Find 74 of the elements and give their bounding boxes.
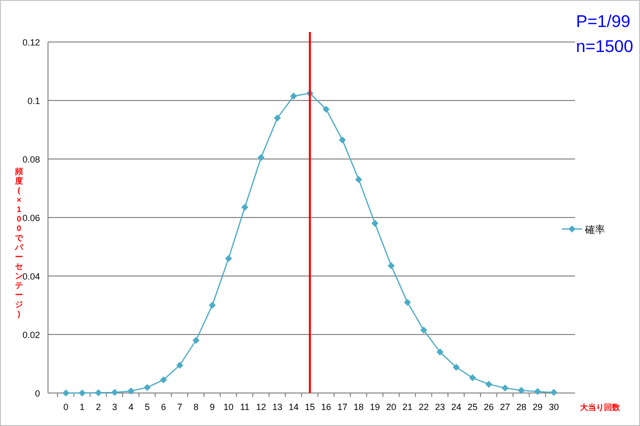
point xyxy=(192,336,200,344)
x-tick-label: 0 xyxy=(63,402,68,412)
point xyxy=(436,348,444,356)
point xyxy=(258,154,265,162)
y-tick-label: 0.04 xyxy=(22,272,40,282)
point xyxy=(469,374,476,382)
point xyxy=(485,380,492,388)
point xyxy=(388,262,395,270)
point xyxy=(160,376,167,384)
x-tick-label: 1 xyxy=(80,402,85,412)
point xyxy=(502,384,509,392)
x-tick-label: 6 xyxy=(160,402,166,412)
point xyxy=(274,114,281,122)
point xyxy=(144,384,151,391)
x-tick-label: 14 xyxy=(288,402,299,412)
x-tick-label: 25 xyxy=(468,402,478,412)
x-tick-label: 13 xyxy=(272,402,282,412)
x-tick-label: 4 xyxy=(128,402,134,412)
point xyxy=(371,220,378,227)
x-tick-label: 11 xyxy=(240,402,250,412)
point xyxy=(176,362,184,369)
point xyxy=(452,364,460,371)
x-tick-label: 3 xyxy=(112,402,118,412)
x-tick-label: 18 xyxy=(354,402,364,412)
x-tick-label: 10 xyxy=(224,402,234,412)
x-tick-label: 12 xyxy=(256,402,266,412)
y-tick-label: 0.08 xyxy=(22,154,40,164)
point xyxy=(404,298,411,306)
point xyxy=(208,302,216,309)
point xyxy=(420,326,428,334)
legend: 確率 xyxy=(562,225,605,236)
point xyxy=(78,390,86,396)
point xyxy=(241,204,248,211)
text: 頻度(×100でパーセンテージ) xyxy=(15,166,23,318)
x-tick-label: 30 xyxy=(548,402,559,412)
point xyxy=(355,176,362,183)
legend-label: 確率 xyxy=(584,224,605,236)
y-tick-label: 0.1 xyxy=(27,96,40,106)
point xyxy=(290,92,298,100)
x-tick-label: 21 xyxy=(402,402,412,412)
x-tick-label: 16 xyxy=(321,402,332,412)
point xyxy=(534,388,542,396)
x-tick-label: 26 xyxy=(484,402,494,412)
x-tick-label: 15 xyxy=(304,402,315,412)
x-tick-label: 9 xyxy=(210,402,215,412)
point xyxy=(62,390,70,396)
y-tick-label: 0.12 xyxy=(22,38,40,48)
point xyxy=(127,387,134,394)
point xyxy=(94,389,102,396)
point xyxy=(518,386,525,394)
x-tick-label: 5 xyxy=(144,402,150,412)
x-axis-title: 大当り回数 xyxy=(580,403,621,412)
x-tick-label: 20 xyxy=(386,402,396,412)
x-tick-label: 24 xyxy=(451,402,462,412)
x-tick-label: 8 xyxy=(194,402,199,412)
point xyxy=(322,106,330,113)
x-tick-label: 7 xyxy=(177,402,182,412)
y-tick-label: 0 xyxy=(34,388,40,398)
x-tick-label: 2 xyxy=(96,402,101,412)
x-tick-label: 23 xyxy=(434,402,446,412)
point xyxy=(225,254,232,262)
x-tick-label: 29 xyxy=(532,402,543,412)
y-tick-label: 0.06 xyxy=(22,213,40,223)
x-tick-label: 27 xyxy=(500,402,510,412)
text: P=1/99 xyxy=(576,12,630,31)
x-tick-label: 28 xyxy=(516,402,526,412)
text: n=1500 xyxy=(576,37,634,56)
x-tick-label: 19 xyxy=(370,402,380,412)
point xyxy=(111,388,118,396)
point xyxy=(550,388,558,396)
y-tick-label: 0.02 xyxy=(22,330,40,340)
point xyxy=(338,136,346,144)
x-tick-label: 17 xyxy=(337,402,348,412)
x-tick-label: 22 xyxy=(418,402,429,412)
